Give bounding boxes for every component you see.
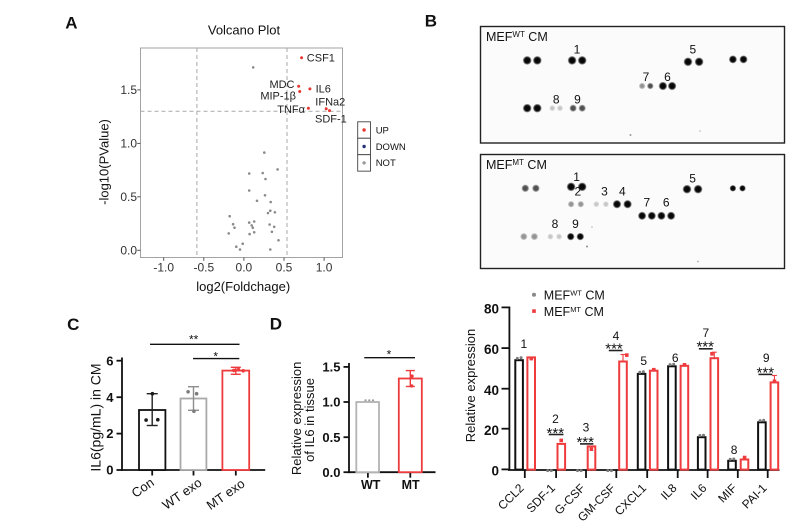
svg-text:4: 4: [613, 329, 620, 343]
svg-text:**: **: [189, 333, 199, 347]
svg-text:9: 9: [574, 93, 581, 107]
svg-text:D: D: [270, 314, 282, 333]
svg-text:0: 0: [491, 464, 499, 479]
svg-text:3: 3: [601, 185, 608, 199]
svg-text:0.0: 0.0: [120, 244, 137, 258]
svg-text:PAI-1: PAI-1: [739, 481, 770, 512]
svg-text:Volcano Plot: Volcano Plot: [208, 22, 281, 37]
svg-text:8: 8: [553, 93, 560, 107]
svg-text:1.5: 1.5: [322, 360, 340, 375]
svg-text:20: 20: [484, 423, 499, 438]
svg-text:8: 8: [552, 217, 559, 231]
svg-text:of IL6 in tissue: of IL6 in tissue: [302, 378, 317, 462]
svg-text:UP: UP: [376, 125, 389, 136]
svg-text:MT exo: MT exo: [204, 476, 248, 513]
svg-text:-log10(PValue): -log10(PValue): [96, 119, 111, 205]
svg-text:1.5: 1.5: [120, 83, 137, 97]
svg-text:A: A: [65, 14, 77, 33]
svg-text:1: 1: [521, 337, 528, 351]
svg-text:1: 1: [573, 170, 580, 184]
svg-text:MIP-1β: MIP-1β: [260, 91, 296, 103]
svg-text:0: 0: [106, 463, 113, 478]
svg-text:0.5: 0.5: [276, 261, 293, 275]
svg-text:*: *: [213, 349, 218, 363]
svg-text:80: 80: [484, 302, 499, 317]
svg-text:60: 60: [484, 342, 499, 357]
svg-text:IL6: IL6: [316, 83, 331, 95]
svg-text:CSF1: CSF1: [307, 52, 335, 64]
svg-text:4: 4: [619, 185, 626, 199]
svg-text:MIF: MIF: [715, 481, 740, 506]
svg-text:WT exo: WT exo: [159, 475, 204, 513]
svg-text:MEFWT CM: MEFWT CM: [486, 30, 548, 44]
svg-text:0.5: 0.5: [322, 430, 340, 445]
svg-text:2: 2: [552, 412, 559, 426]
svg-text:6: 6: [663, 196, 670, 210]
svg-text:***: ***: [605, 341, 623, 358]
svg-text:5: 5: [689, 172, 696, 186]
svg-text:log2(Foldchage): log2(Foldchage): [196, 279, 290, 294]
svg-text:IL6: IL6: [688, 481, 710, 503]
svg-text:MEFWT CM: MEFWT CM: [544, 288, 605, 302]
svg-text:TNFα: TNFα: [277, 104, 305, 116]
svg-text:B: B: [425, 12, 437, 31]
svg-text:2: 2: [106, 426, 113, 441]
svg-text:*: *: [387, 347, 392, 361]
svg-text:Relative expression: Relative expression: [289, 362, 304, 475]
svg-text:40: 40: [484, 383, 499, 398]
svg-text:C: C: [67, 315, 79, 334]
svg-text:CCL2: CCL2: [495, 481, 527, 513]
svg-text:MT: MT: [402, 478, 420, 492]
svg-text:1: 1: [574, 42, 581, 56]
svg-text:0.5: 0.5: [120, 190, 137, 204]
svg-text:9: 9: [572, 217, 579, 231]
svg-text:Con: Con: [129, 475, 157, 501]
svg-text:4: 4: [106, 390, 114, 405]
svg-text:2: 2: [575, 185, 582, 199]
svg-text:DOWN: DOWN: [376, 142, 406, 153]
svg-text:0.0: 0.0: [322, 465, 340, 480]
svg-text:1.0: 1.0: [120, 137, 137, 151]
svg-text:7: 7: [643, 70, 650, 84]
svg-text:3: 3: [583, 421, 590, 435]
svg-text:6: 6: [672, 351, 679, 365]
svg-text:IFNa2: IFNa2: [315, 97, 345, 109]
svg-text:IL6(pg/mL) in CM: IL6(pg/mL) in CM: [88, 363, 104, 471]
svg-text:CXCL1: CXCL1: [612, 481, 649, 518]
svg-text:***: ***: [576, 434, 594, 451]
svg-text:WT: WT: [361, 478, 381, 492]
svg-text:MEFMT CM: MEFMT CM: [544, 305, 604, 319]
svg-text:MEFMT CM: MEFMT CM: [486, 158, 547, 172]
svg-text:-0.5: -0.5: [193, 261, 214, 275]
svg-text:SDF-1: SDF-1: [315, 114, 347, 126]
svg-text:***: ***: [696, 339, 714, 356]
svg-text:9: 9: [763, 351, 770, 365]
svg-text:-1.0: -1.0: [153, 261, 174, 275]
svg-text:5: 5: [640, 354, 647, 368]
svg-text:8: 8: [731, 443, 738, 457]
svg-text:NOT: NOT: [376, 158, 396, 169]
svg-text:MDC: MDC: [269, 79, 294, 91]
svg-text:7: 7: [702, 326, 709, 340]
svg-text:5: 5: [689, 42, 696, 56]
svg-text:1.0: 1.0: [316, 261, 333, 275]
svg-text:IL8: IL8: [658, 481, 680, 503]
svg-text:1.0: 1.0: [322, 395, 340, 410]
svg-text:Relative expression: Relative expression: [463, 329, 478, 442]
svg-text:***: ***: [757, 365, 775, 382]
svg-text:6: 6: [664, 70, 671, 84]
svg-text:7: 7: [644, 196, 651, 210]
svg-text:0.0: 0.0: [236, 261, 253, 275]
svg-text:6: 6: [106, 353, 113, 368]
